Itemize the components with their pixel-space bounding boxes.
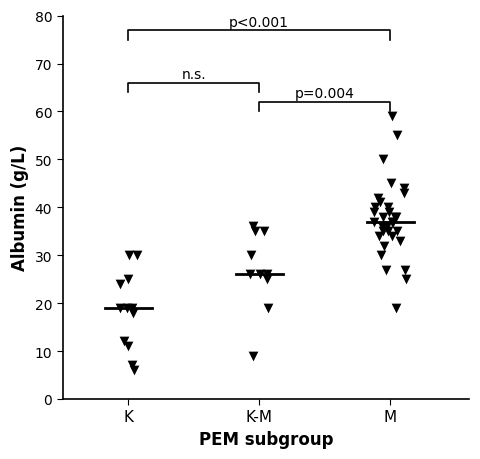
Point bbox=[117, 304, 124, 312]
Point bbox=[375, 233, 383, 240]
Point bbox=[388, 218, 396, 226]
Point bbox=[371, 209, 378, 216]
Y-axis label: Albumin (g/L): Albumin (g/L) bbox=[11, 145, 29, 271]
Point bbox=[392, 214, 399, 221]
Point bbox=[384, 223, 391, 230]
Point bbox=[383, 266, 390, 274]
Point bbox=[117, 280, 124, 288]
Point bbox=[384, 204, 392, 212]
X-axis label: PEM subgroup: PEM subgroup bbox=[199, 430, 333, 448]
Point bbox=[394, 133, 401, 140]
Point bbox=[123, 304, 131, 312]
Point bbox=[387, 180, 395, 188]
Point bbox=[249, 353, 256, 360]
Point bbox=[380, 242, 387, 250]
Point bbox=[388, 233, 396, 240]
Point bbox=[385, 209, 393, 216]
Text: n.s.: n.s. bbox=[181, 68, 206, 82]
Text: p=0.004: p=0.004 bbox=[295, 87, 355, 101]
Point bbox=[130, 309, 137, 317]
Point bbox=[129, 304, 136, 312]
Point bbox=[393, 228, 401, 235]
Point bbox=[125, 252, 133, 259]
Point bbox=[260, 228, 267, 235]
Point bbox=[124, 343, 132, 350]
Point bbox=[400, 190, 408, 197]
Point bbox=[377, 252, 384, 259]
Point bbox=[256, 271, 264, 279]
Point bbox=[247, 252, 254, 259]
Point bbox=[400, 185, 408, 192]
Point bbox=[130, 367, 138, 374]
Point bbox=[384, 228, 392, 235]
Text: p<0.001: p<0.001 bbox=[229, 16, 289, 29]
Point bbox=[403, 276, 410, 283]
Point bbox=[124, 276, 132, 283]
Point bbox=[128, 362, 135, 369]
Point bbox=[376, 199, 384, 207]
Point bbox=[371, 204, 379, 212]
Point bbox=[247, 271, 254, 279]
Point bbox=[370, 218, 378, 226]
Point bbox=[379, 214, 386, 221]
Point bbox=[263, 276, 270, 283]
Point bbox=[392, 304, 400, 312]
Point bbox=[373, 195, 381, 202]
Point bbox=[378, 223, 386, 230]
Point bbox=[120, 338, 128, 345]
Point bbox=[133, 252, 141, 259]
Point bbox=[390, 218, 397, 226]
Point bbox=[251, 228, 259, 235]
Point bbox=[379, 157, 387, 164]
Point bbox=[264, 304, 272, 312]
Point bbox=[263, 271, 271, 279]
Point bbox=[379, 228, 387, 235]
Point bbox=[401, 266, 409, 274]
Point bbox=[388, 113, 396, 121]
Point bbox=[393, 214, 400, 221]
Point bbox=[396, 238, 404, 245]
Point bbox=[249, 223, 257, 230]
